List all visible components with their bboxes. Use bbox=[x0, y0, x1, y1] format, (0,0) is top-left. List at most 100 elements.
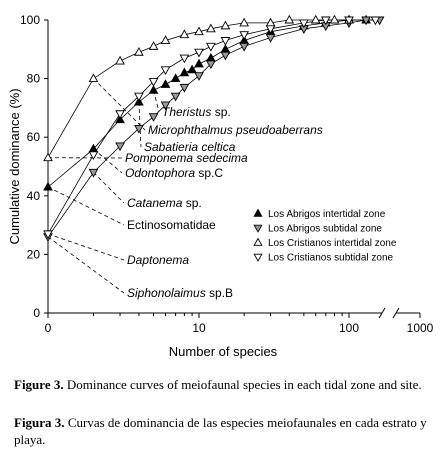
series-markers bbox=[43, 14, 385, 243]
data-point bbox=[220, 51, 231, 61]
data-point bbox=[220, 44, 231, 53]
data-point bbox=[179, 54, 190, 64]
annotation-leader bbox=[138, 102, 142, 148]
data-point bbox=[220, 37, 231, 46]
x-axis-title: Number of species bbox=[169, 344, 278, 359]
data-point bbox=[115, 142, 125, 152]
data-point bbox=[239, 42, 250, 52]
annotation-label: Catanema sp. bbox=[127, 196, 202, 210]
annotation-label: Microphthalmus pseudoaberrans bbox=[148, 123, 323, 137]
annotation-leader bbox=[153, 90, 160, 113]
chart-legend: Los Abrigos intertidal zone Los Abrigos s… bbox=[253, 208, 397, 264]
data-point bbox=[148, 41, 159, 50]
annotation-label: Pomponema sedecima bbox=[125, 151, 248, 165]
data-point bbox=[194, 58, 204, 68]
legend-marker bbox=[253, 253, 263, 262]
data-point bbox=[206, 23, 216, 33]
data-point bbox=[310, 14, 321, 24]
y-axis-title: Cumulative dominance (%) bbox=[7, 88, 22, 244]
data-point bbox=[265, 25, 276, 35]
annotation-label: Odontophora sp.C bbox=[125, 166, 223, 180]
data-point bbox=[179, 83, 190, 93]
x-tick-label: 100 bbox=[339, 321, 359, 335]
annotation-leader bbox=[93, 172, 125, 204]
data-point bbox=[148, 113, 159, 122]
x-tick-label: 10 bbox=[192, 321, 206, 335]
data-point bbox=[320, 16, 331, 26]
data-point bbox=[160, 79, 171, 88]
data-point bbox=[284, 14, 295, 24]
data-point bbox=[361, 16, 371, 26]
data-point bbox=[329, 14, 340, 24]
data-point bbox=[370, 16, 381, 26]
caption-label-spanish: Figura 3. bbox=[14, 415, 65, 430]
legend-marker bbox=[253, 224, 263, 233]
data-point bbox=[187, 64, 197, 74]
data-point bbox=[160, 35, 171, 44]
annotation-labels: Theristus sp. Microphthalmus pseudoaberra… bbox=[125, 105, 323, 300]
data-point bbox=[148, 85, 159, 94]
data-point bbox=[43, 230, 53, 240]
annotation-label: Sabatieria celtica bbox=[144, 140, 236, 154]
y-tick-label: 60 bbox=[27, 130, 41, 144]
y-tick-label: 80 bbox=[27, 72, 41, 86]
data-point bbox=[194, 48, 204, 58]
legend-label: Los Abrigos subtidal zone bbox=[268, 224, 382, 235]
data-point bbox=[134, 47, 144, 56]
y-tick-label: 0 bbox=[33, 306, 40, 320]
data-point bbox=[170, 73, 181, 83]
axis-break-mark bbox=[392, 307, 400, 319]
data-point bbox=[194, 72, 204, 81]
data-point bbox=[265, 34, 276, 43]
annotation-leader bbox=[93, 78, 146, 131]
data-point bbox=[43, 152, 53, 162]
annotation-leader bbox=[47, 236, 125, 294]
legend-label: Los Cristianos subtidal zone bbox=[268, 253, 394, 264]
data-point bbox=[298, 19, 309, 29]
y-tick-label: 100 bbox=[20, 13, 40, 27]
data-point bbox=[179, 67, 190, 77]
annotation-label: Siphonolaimus sp.B bbox=[127, 286, 233, 300]
data-point bbox=[160, 101, 171, 111]
x-tick-label: 1000 bbox=[407, 321, 434, 335]
data-point bbox=[134, 124, 144, 134]
caption-label-english: Figure 3. bbox=[14, 377, 64, 392]
data-point bbox=[115, 55, 125, 65]
data-point bbox=[206, 42, 216, 52]
data-point bbox=[206, 52, 216, 62]
annotation-label: Theristus sp. bbox=[162, 105, 231, 119]
data-point bbox=[239, 17, 250, 27]
legend-marker bbox=[253, 237, 263, 246]
annotation-leaders bbox=[47, 78, 160, 294]
annotation-label: Ectinosomatidae bbox=[127, 218, 216, 232]
series-line-3 bbox=[47, 19, 349, 158]
data-point bbox=[344, 16, 354, 26]
data-point bbox=[220, 20, 231, 30]
data-point bbox=[179, 29, 190, 39]
legend-marker bbox=[253, 208, 263, 217]
x-tick-label: 0 bbox=[45, 321, 52, 335]
data-point bbox=[239, 31, 250, 40]
axis-break-mark bbox=[378, 307, 386, 319]
annotation-label: Daptonema bbox=[127, 253, 189, 267]
legend-label: Los Cristianos intertidal zone bbox=[268, 238, 397, 249]
annotation-leader bbox=[93, 148, 123, 174]
data-point bbox=[194, 26, 204, 36]
data-point bbox=[206, 60, 216, 70]
caption-text-spanish: Curvas de dominancia de las especies mei… bbox=[14, 415, 427, 447]
legend-label: Los Abrigos intertidal zone bbox=[268, 209, 386, 220]
figure-caption-english: Figure 3. Dominance curves of meiofaunal… bbox=[14, 376, 434, 393]
caption-text-english: Dominance curves of meiofaunal species i… bbox=[63, 377, 422, 392]
data-point bbox=[148, 78, 159, 87]
data-point bbox=[160, 66, 171, 76]
data-point bbox=[170, 92, 181, 102]
annotation-leader bbox=[47, 233, 125, 261]
figure-caption-spanish: Figura 3. Curvas de dominancia de las es… bbox=[14, 414, 434, 448]
y-tick-label: 20 bbox=[27, 247, 41, 261]
data-point bbox=[115, 110, 125, 119]
y-tick-label: 40 bbox=[27, 189, 41, 203]
data-point bbox=[134, 92, 144, 102]
data-point bbox=[88, 151, 99, 161]
